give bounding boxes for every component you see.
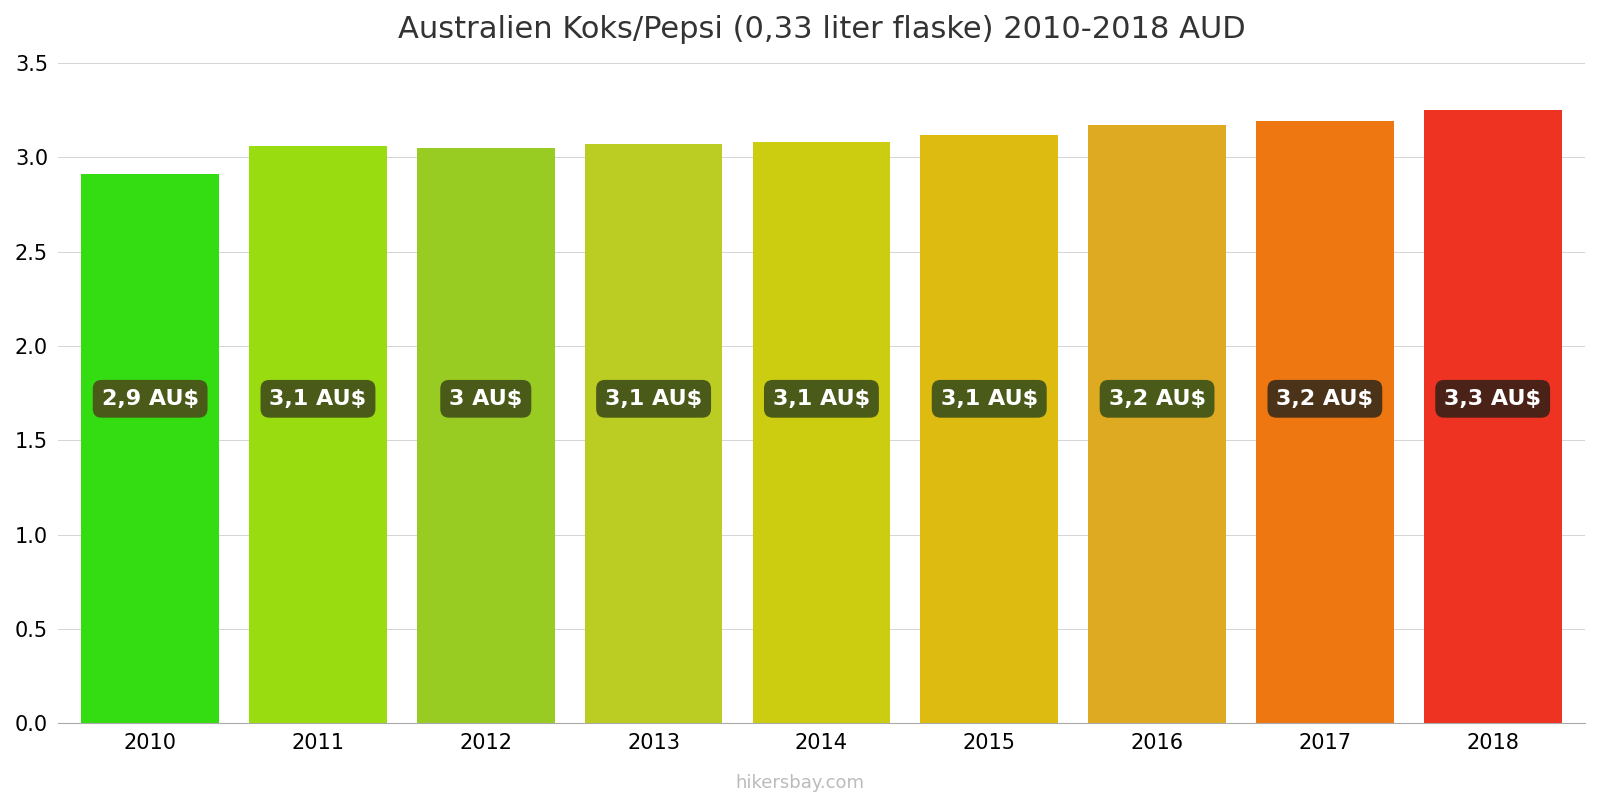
Text: 3,1 AU$: 3,1 AU$ <box>605 389 702 409</box>
Text: hikersbay.com: hikersbay.com <box>736 774 864 792</box>
Bar <box>1424 110 1562 723</box>
Bar <box>1088 126 1226 723</box>
Text: 3,1 AU$: 3,1 AU$ <box>269 389 366 409</box>
Text: 3 AU$: 3 AU$ <box>450 389 523 409</box>
Text: 2,9 AU$: 2,9 AU$ <box>102 389 198 409</box>
Text: 3,2 AU$: 3,2 AU$ <box>1277 389 1373 409</box>
Bar <box>920 134 1058 723</box>
Bar <box>752 142 890 723</box>
Bar <box>250 146 387 723</box>
Text: 3,1 AU$: 3,1 AU$ <box>773 389 870 409</box>
Title: Australien Koks/Pepsi (0,33 liter flaske) 2010-2018 AUD: Australien Koks/Pepsi (0,33 liter flaske… <box>398 15 1245 44</box>
Bar <box>584 144 723 723</box>
Text: 3,1 AU$: 3,1 AU$ <box>941 389 1038 409</box>
Text: 3,2 AU$: 3,2 AU$ <box>1109 389 1205 409</box>
Bar <box>418 148 555 723</box>
Bar <box>1256 122 1394 723</box>
Bar <box>82 174 219 723</box>
Text: 3,3 AU$: 3,3 AU$ <box>1445 389 1541 409</box>
